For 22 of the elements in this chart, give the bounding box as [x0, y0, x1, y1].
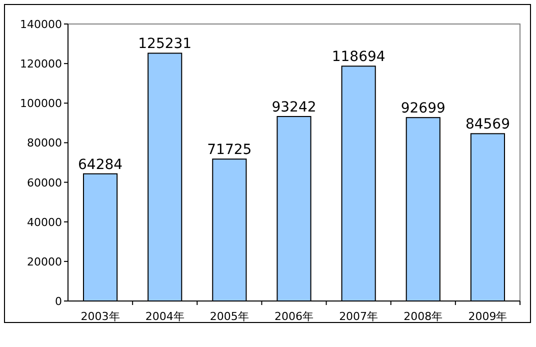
data-label: 125231 — [138, 36, 192, 52]
x-tick-label: 2004年 — [145, 310, 184, 323]
x-tick-label: 2007年 — [339, 310, 378, 323]
y-tick-label: 40000 — [27, 216, 62, 229]
y-tick-label: 60000 — [27, 176, 62, 190]
y-tick-label: 20000 — [27, 255, 62, 268]
data-label: 92699 — [400, 100, 446, 117]
x-tick-label: 2006年 — [274, 310, 314, 323]
x-tick-label: 2005年 — [210, 310, 249, 323]
x-tick-label: 2009年 — [468, 310, 508, 323]
x-tick-label: 2008年 — [404, 310, 443, 323]
data-label: 93242 — [272, 100, 316, 116]
y-tick-label: 100000 — [20, 97, 62, 110]
data-label: 71725 — [207, 142, 252, 158]
data-label: 118694 — [332, 49, 386, 66]
data-label: 84569 — [465, 116, 510, 133]
x-tick-label: 2003年 — [80, 310, 120, 323]
y-tick-label: 0 — [55, 295, 62, 308]
y-tick-label: 120000 — [20, 58, 62, 71]
y-tick-label: 80000 — [27, 136, 62, 150]
data-label: 64284 — [78, 156, 123, 173]
y-tick-label: 140000 — [20, 18, 62, 31]
